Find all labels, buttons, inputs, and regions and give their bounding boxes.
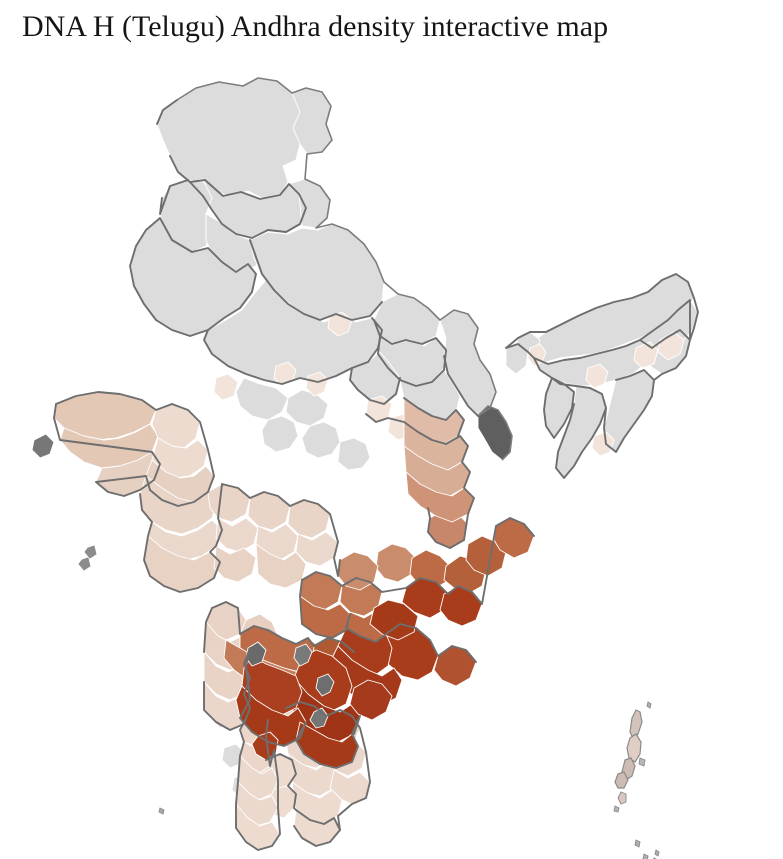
map-layer-state-borders	[53, 77, 699, 851]
map-layer-urban-holes	[31, 405, 513, 729]
map-layer-small-specks	[78, 545, 97, 571]
page-title: DNA H (Telugu) Andhra density interactiv…	[22, 10, 609, 43]
india-choropleth-map[interactable]	[0, 48, 783, 859]
map-layer-high	[235, 577, 483, 769]
map-layer-andaman-nicobar[interactable]	[158, 701, 660, 859]
